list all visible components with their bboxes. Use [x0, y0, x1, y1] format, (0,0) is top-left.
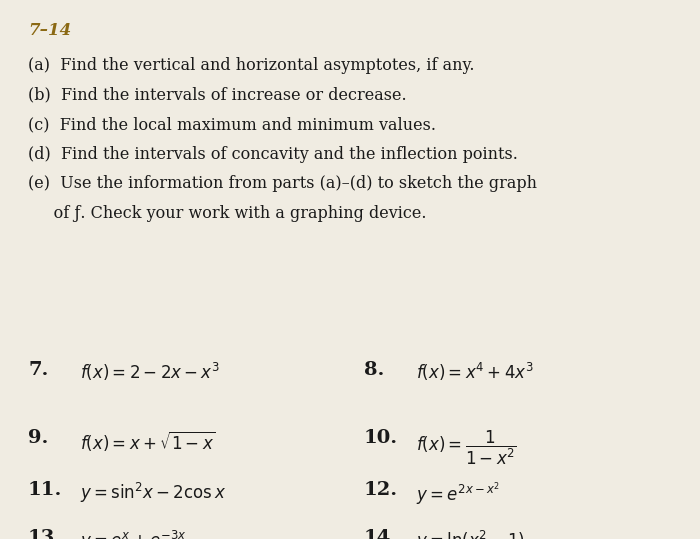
Text: 8.: 8.: [364, 361, 384, 379]
Text: $y = \ln(x^2 - 1)$: $y = \ln(x^2 - 1)$: [416, 529, 526, 539]
Text: $y = \sin^2\!x - 2\cos x$: $y = \sin^2\!x - 2\cos x$: [80, 481, 227, 505]
Text: $y = e^x + e^{-3x}$: $y = e^x + e^{-3x}$: [80, 529, 187, 539]
Text: 14.: 14.: [364, 529, 398, 539]
Text: (e)  Use the information from parts (a)–(d) to sketch the graph: (e) Use the information from parts (a)–(…: [28, 175, 537, 192]
Text: (d)  Find the intervals of concavity and the inflection points.: (d) Find the intervals of concavity and …: [28, 146, 518, 163]
Text: 11.: 11.: [28, 481, 62, 499]
Text: $f(x) = x^4 + 4x^3$: $f(x) = x^4 + 4x^3$: [416, 361, 534, 383]
Text: 13.: 13.: [28, 529, 62, 539]
Text: 7.: 7.: [28, 361, 48, 379]
Text: of ƒ. Check your work with a graphing device.: of ƒ. Check your work with a graphing de…: [28, 205, 426, 222]
Text: 10.: 10.: [364, 429, 398, 446]
Text: 12.: 12.: [364, 481, 398, 499]
Text: $f(x) = x + \sqrt{1 - x}$: $f(x) = x + \sqrt{1 - x}$: [80, 429, 216, 453]
Text: (b)  Find the intervals of increase or decrease.: (b) Find the intervals of increase or de…: [28, 86, 407, 103]
Text: 9.: 9.: [28, 429, 48, 446]
Text: (a)  Find the vertical and horizontal asymptotes, if any.: (a) Find the vertical and horizontal asy…: [28, 57, 475, 74]
Text: 7–14: 7–14: [28, 22, 71, 39]
Text: (c)  Find the local maximum and minimum values.: (c) Find the local maximum and minimum v…: [28, 116, 436, 133]
Text: $f(x) = \dfrac{1}{1 - x^2}$: $f(x) = \dfrac{1}{1 - x^2}$: [416, 429, 517, 467]
Text: $y = e^{2x-x^2}$: $y = e^{2x-x^2}$: [416, 481, 500, 508]
Text: $f(x) = 2 - 2x - x^3$: $f(x) = 2 - 2x - x^3$: [80, 361, 220, 383]
